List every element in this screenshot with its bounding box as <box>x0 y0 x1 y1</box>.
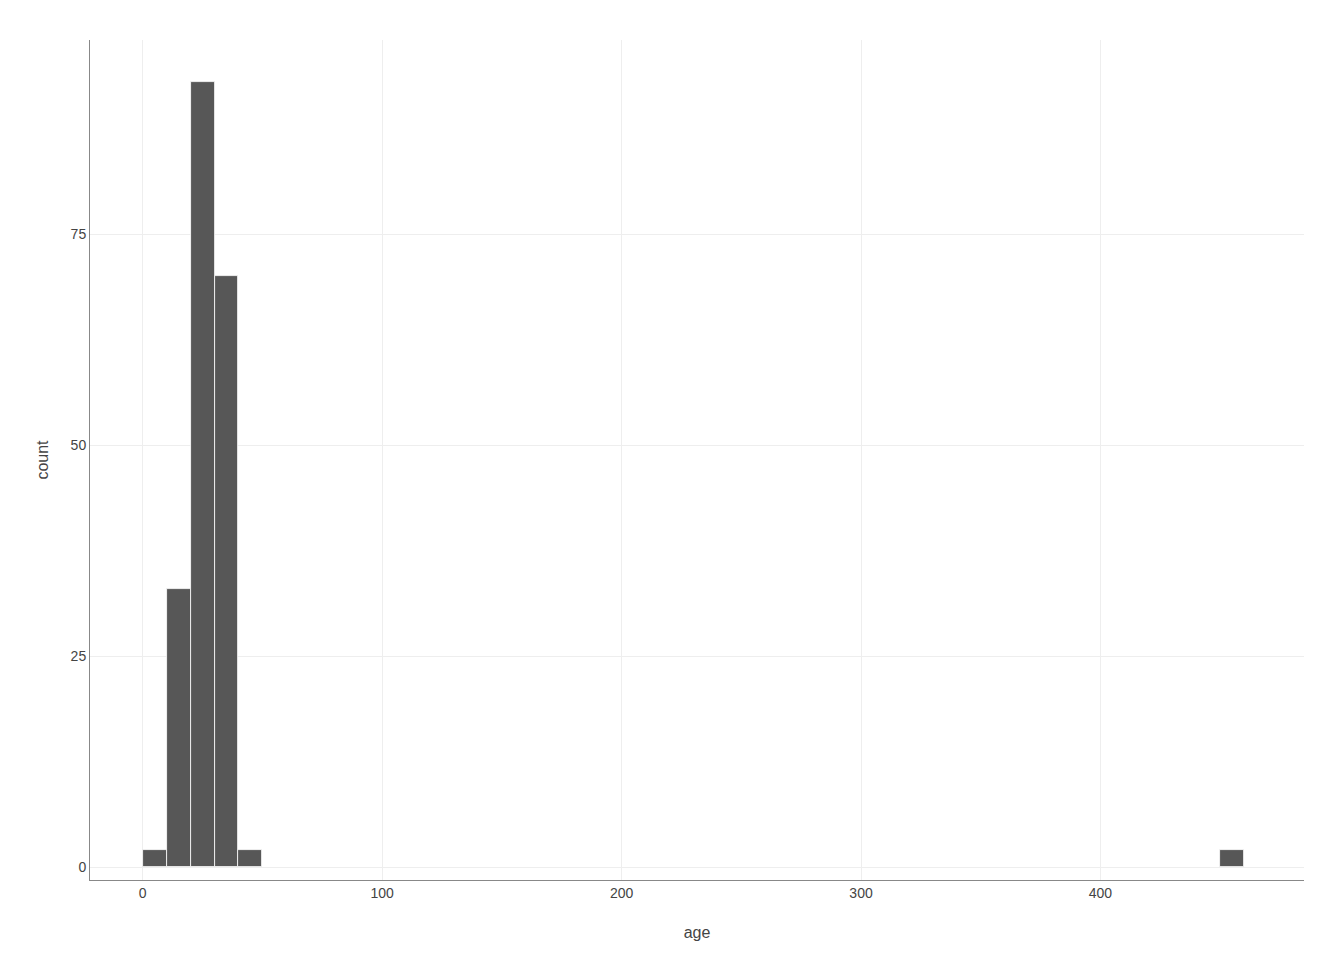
svg-text:50: 50 <box>71 437 87 453</box>
svg-text:300: 300 <box>849 885 873 901</box>
svg-text:25: 25 <box>71 648 87 664</box>
svg-text:0: 0 <box>78 859 86 875</box>
svg-text:400: 400 <box>1089 885 1113 901</box>
svg-text:age: age <box>684 924 711 941</box>
svg-text:100: 100 <box>370 885 394 901</box>
svg-text:200: 200 <box>610 885 634 901</box>
svg-text:75: 75 <box>71 226 87 242</box>
svg-text:count: count <box>34 440 51 480</box>
svg-text:0: 0 <box>139 885 147 901</box>
